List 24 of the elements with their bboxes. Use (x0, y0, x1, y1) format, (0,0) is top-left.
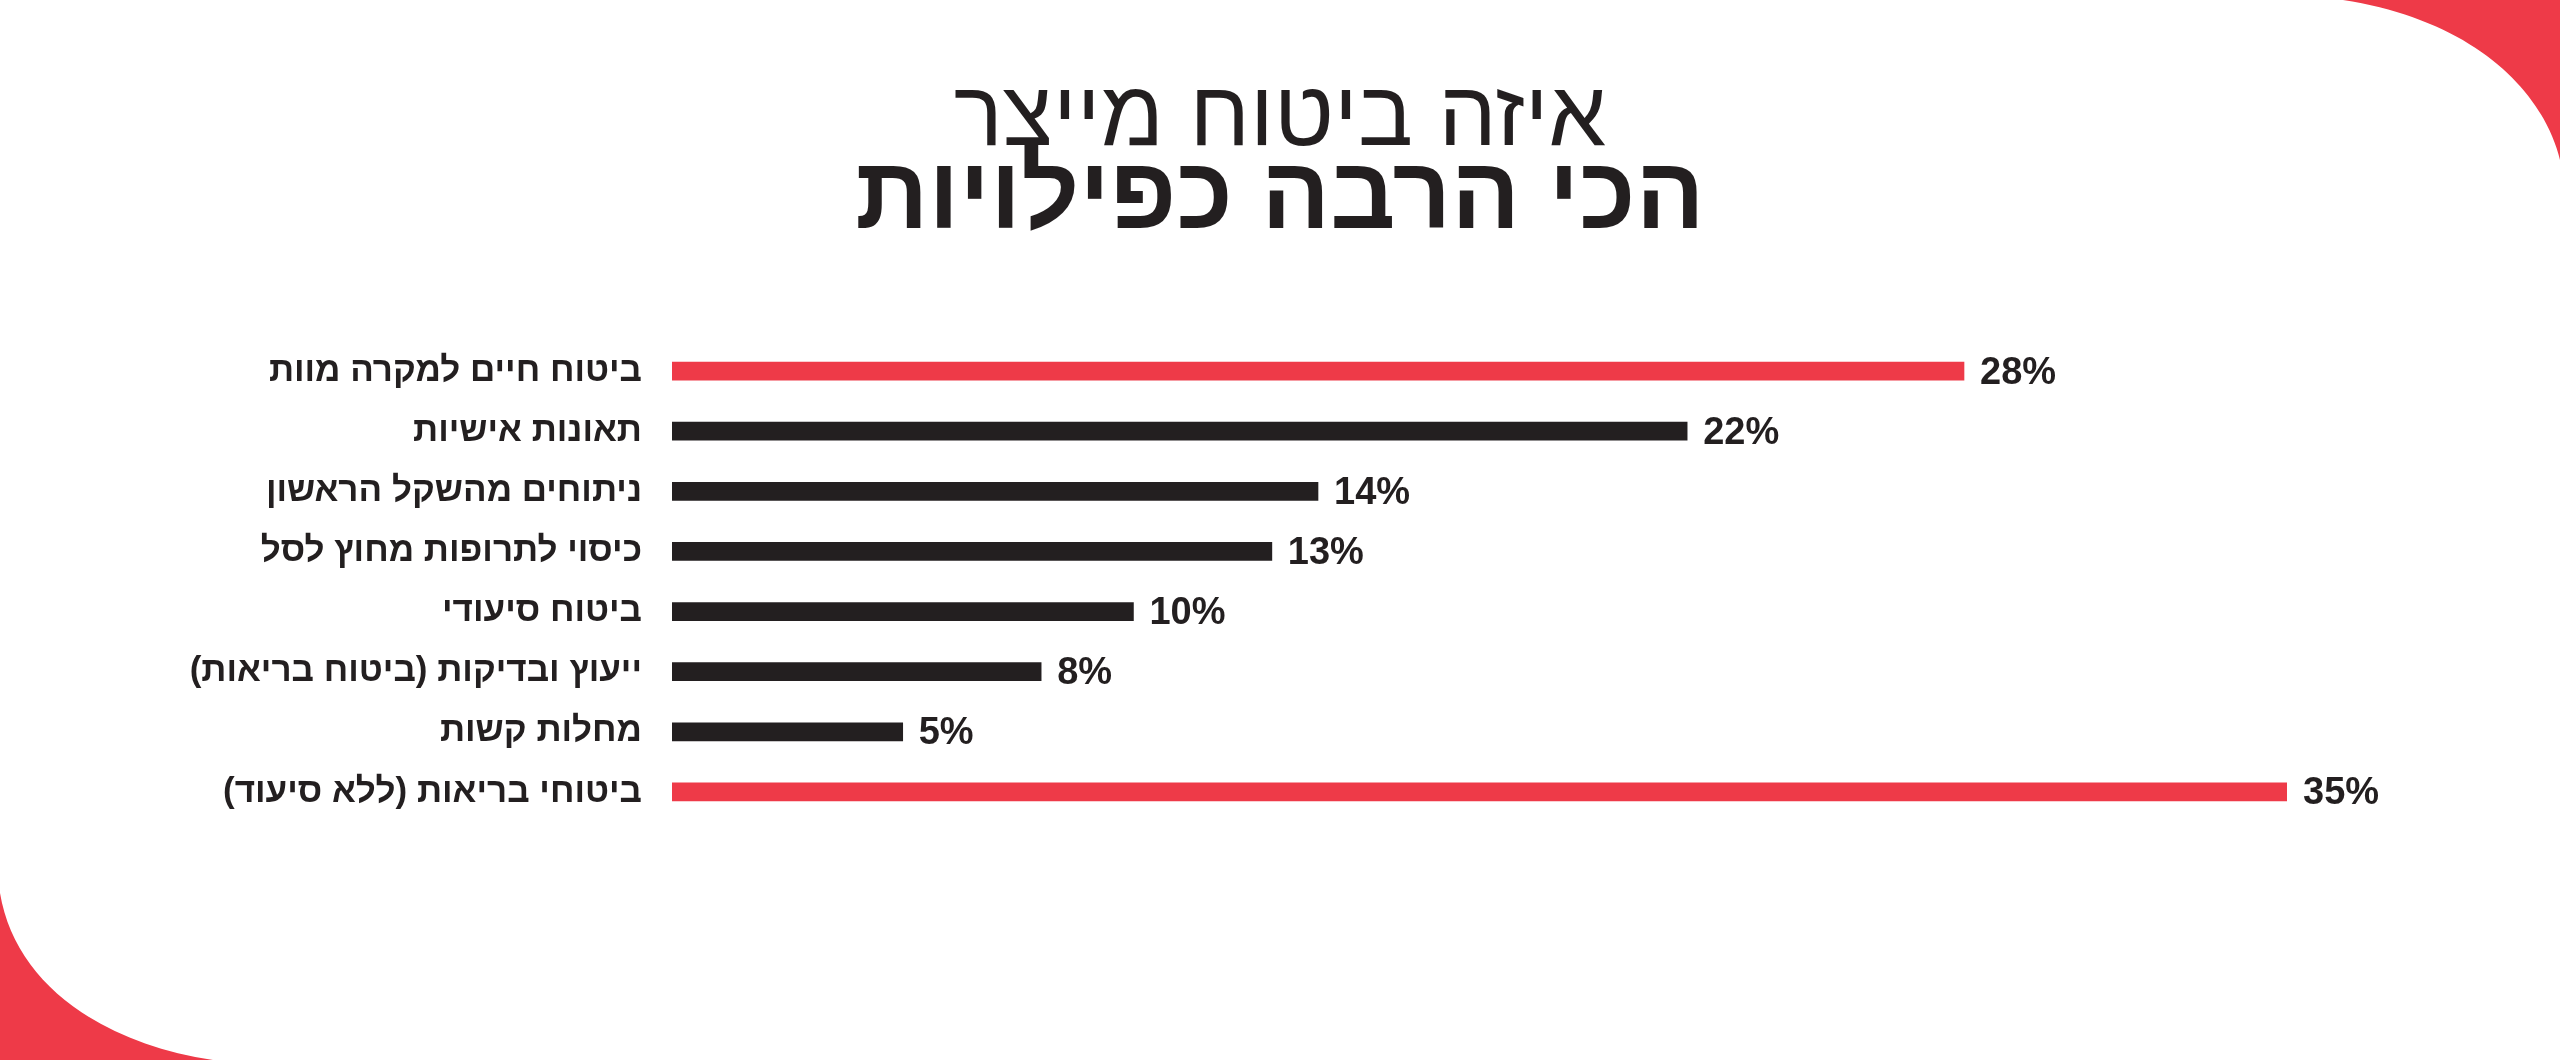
data-label: 8% (1057, 650, 1113, 693)
y-tick-label: ביטוחי בריאות (ללא סיעוד) (223, 769, 642, 809)
data-label: 28% (1980, 349, 2057, 392)
bar (672, 602, 1134, 621)
bar (672, 662, 1042, 682)
data-label: 5% (918, 710, 974, 753)
y-tick-label: ניתוחים מהשקל הראשון (265, 468, 642, 508)
data-label: 14% (1334, 469, 1411, 512)
y-tick-label: ביטוח סיעודי (442, 589, 642, 629)
bar (672, 481, 1319, 501)
bar (672, 722, 904, 742)
y-tick-label: תאונות אישיות (413, 408, 642, 448)
y-tick-label: ביטוח חיים למקרה מוות (268, 348, 642, 388)
y-tick-label: מחלות קשות (439, 709, 642, 749)
bar (672, 421, 1688, 441)
y-tick-label: כיסוי לתרופות מחוץ לסל (260, 529, 642, 569)
bar (672, 361, 1965, 381)
bar (672, 782, 2287, 802)
data-label: 35% (2303, 770, 2380, 813)
data-label: 22% (1703, 409, 1780, 452)
data-label: 13% (1287, 529, 1364, 572)
bar (672, 542, 1273, 561)
data-label: 10% (1149, 590, 1226, 633)
y-tick-label: ייעוץ ובדיקות (ביטוח בריאות) (189, 649, 642, 689)
